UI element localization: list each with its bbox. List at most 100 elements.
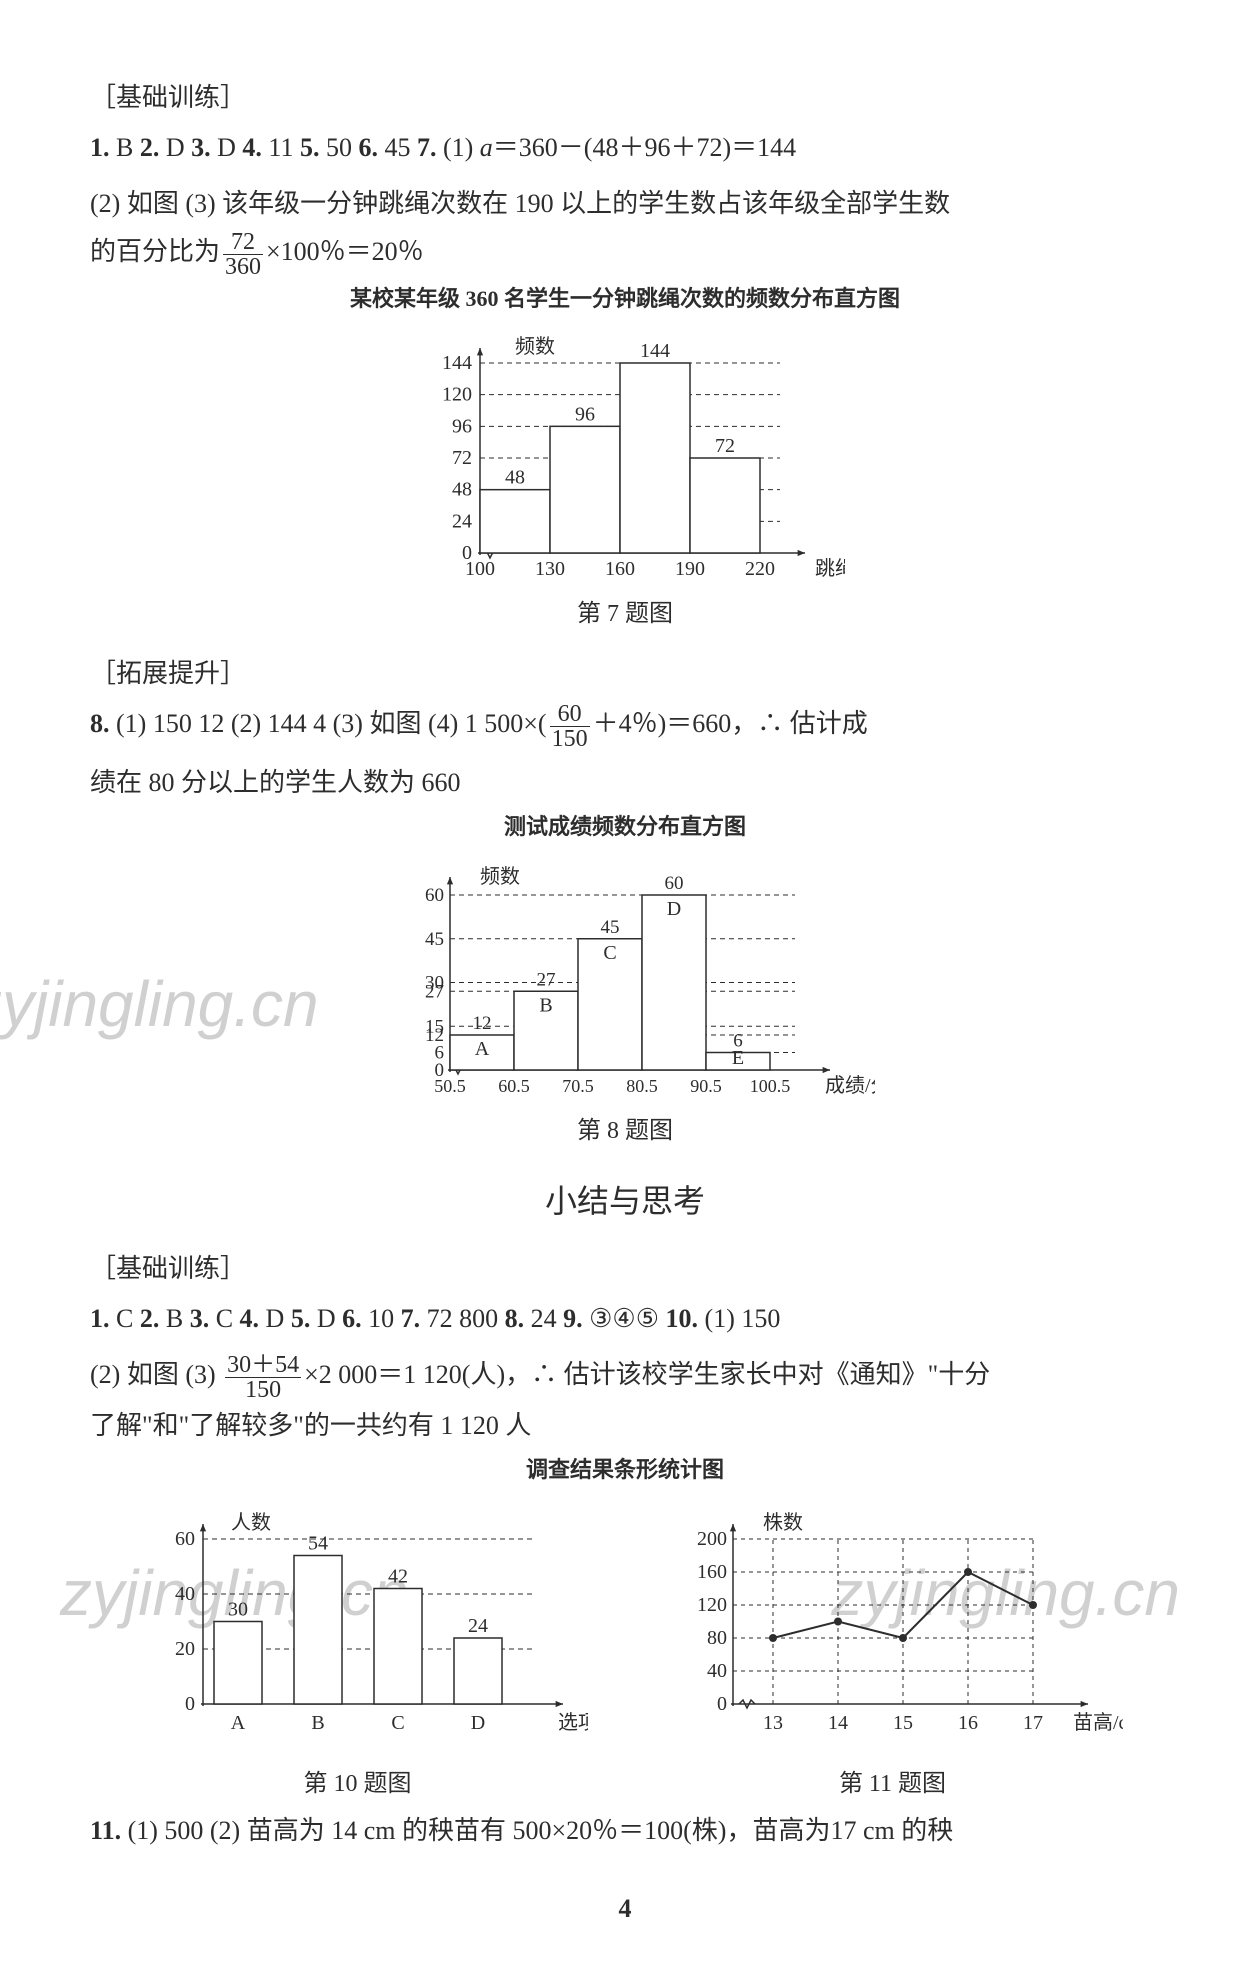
svg-text:成绩/分: 成绩/分 (825, 1074, 875, 1097)
q-num: 1. (90, 1304, 110, 1333)
chart8-svg: 频数成绩/分0612152730456012A27B45C60D6E50.560… (375, 855, 875, 1105)
sec3-line2: (2) 如图 (3) 30＋54150×2 000＝1 120(人)，∴ 估计该… (90, 1351, 1160, 1402)
svg-text:220: 220 (745, 558, 775, 580)
post: ×100％＝20％ (266, 237, 424, 266)
q-num: 4. (242, 133, 262, 162)
svg-text:E: E (732, 1047, 744, 1069)
center-heading: 小结与思考 (90, 1172, 1160, 1231)
q-num: 4. (240, 1304, 260, 1333)
svg-text:160: 160 (697, 1561, 727, 1583)
svg-text:跳绳次数: 跳绳次数 (815, 557, 845, 580)
sec3-line1: 1. C 2. B 3. C 4. D 5. D 6. 10 7. 72 800… (90, 1295, 1160, 1343)
chart7-title: 某校某年级 360 名学生一分钟跳绳次数的频数分布直方图 (90, 279, 1160, 320)
q-num: 8. (505, 1304, 525, 1333)
svg-text:100: 100 (465, 558, 495, 580)
svg-text:13: 13 (763, 1712, 783, 1734)
fraction: 60150 (550, 702, 590, 751)
q-num: 8. (90, 709, 110, 738)
svg-text:96: 96 (575, 403, 595, 425)
chart7-wrap: 频数跳绳次数0244872961201444896144721001301601… (90, 328, 1160, 588)
svg-text:选项: 选项 (558, 1711, 588, 1734)
svg-text:80.5: 80.5 (626, 1076, 658, 1096)
ans: (1) 500 (2) 苗高为 14 cm 的秧苗有 500×20％＝100(株… (121, 1816, 953, 1845)
svg-text:频数: 频数 (515, 335, 555, 358)
svg-text:160: 160 (605, 558, 635, 580)
ans: D (259, 1304, 291, 1333)
ans: 50 (319, 133, 358, 162)
svg-text:频数: 频数 (480, 865, 520, 888)
svg-text:190: 190 (675, 558, 705, 580)
svg-text:15: 15 (893, 1712, 913, 1734)
svg-text:40: 40 (707, 1660, 727, 1682)
svg-text:48: 48 (505, 466, 525, 488)
ans: C (110, 1304, 140, 1333)
svg-text:60: 60 (425, 885, 444, 906)
svg-text:17: 17 (1023, 1712, 1043, 1734)
chart10-title: 调查结果条形统计图 (90, 1450, 1160, 1491)
ans: 10 (362, 1304, 401, 1333)
chart11-caption: 第 11 题图 (663, 1762, 1123, 1806)
sec3-line3: 了解"和"了解较多"的一共约有 1 120 人 (90, 1402, 1160, 1450)
sec2-line1: 8. (1) 150 12 (2) 144 4 (3) 如图 (4) 1 500… (90, 700, 1160, 751)
svg-text:70.5: 70.5 (562, 1076, 594, 1096)
svg-text:45: 45 (425, 929, 444, 950)
ans: ③④⑤ (583, 1304, 666, 1333)
svg-text:20: 20 (175, 1638, 195, 1660)
numer: 72 (223, 230, 263, 255)
svg-text:54: 54 (308, 1533, 328, 1555)
svg-text:C: C (391, 1712, 404, 1734)
svg-text:0: 0 (717, 1693, 727, 1715)
svg-text:60: 60 (665, 873, 684, 894)
sec2-line2: 绩在 80 分以上的学生人数为 660 (90, 759, 1160, 807)
q-num: 5. (300, 133, 320, 162)
svg-text:45: 45 (601, 917, 620, 938)
section-head-2: ［拓展提升］ (90, 650, 1160, 698)
svg-text:14: 14 (828, 1712, 848, 1734)
ans: 11 (262, 133, 300, 162)
svg-text:120: 120 (697, 1594, 727, 1616)
ans: 72 800 (420, 1304, 505, 1333)
svg-text:30: 30 (425, 973, 444, 994)
chart7-caption: 第 7 题图 (90, 592, 1160, 636)
ans: D (310, 1304, 342, 1333)
q-num: 7. (417, 133, 437, 162)
svg-text:24: 24 (452, 510, 472, 532)
sec1-line2: (2) 如图 (3) 该年级一分钟跳绳次数在 190 以上的学生数占该年级全部学… (90, 180, 1160, 228)
q-num: 2. (140, 1304, 160, 1333)
svg-text:12: 12 (473, 1013, 492, 1034)
svg-text:130: 130 (535, 558, 565, 580)
chart10-block: 人数选项020406030A54B42C24D 第 10 题图 (128, 1494, 588, 1806)
q-num: 5. (291, 1304, 311, 1333)
var-a: a (480, 133, 493, 162)
svg-text:15: 15 (425, 1017, 444, 1038)
q-num: 6. (342, 1304, 362, 1333)
chart8-title: 测试成绩频数分布直方图 (90, 807, 1160, 848)
sec3-line4: 11. (1) 500 (2) 苗高为 14 cm 的秧苗有 500×20％＝1… (90, 1807, 1160, 1855)
svg-text:200: 200 (697, 1528, 727, 1550)
svg-text:72: 72 (452, 447, 472, 469)
eq: ＝360－(48＋96＋72)＝144 (493, 133, 796, 162)
section-head-3: ［基础训练］ (90, 1245, 1160, 1293)
section-head-1: ［基础训练］ (90, 74, 1160, 122)
ans: B (110, 133, 140, 162)
pre: (1) 150 12 (2) 144 4 (3) 如图 (4) 1 500×( (110, 709, 547, 738)
q-num: 6. (358, 133, 378, 162)
svg-text:42: 42 (388, 1566, 408, 1588)
q-num: 1. (90, 133, 110, 162)
chart8-wrap: zyjingling.cn 频数成绩/分0612152730456012A27B… (90, 855, 1160, 1105)
svg-text:C: C (603, 942, 616, 964)
svg-text:B: B (311, 1712, 324, 1734)
svg-text:80: 80 (707, 1627, 727, 1649)
svg-text:120: 120 (442, 383, 472, 405)
q-num: 10. (666, 1304, 699, 1333)
svg-text:D: D (470, 1712, 484, 1734)
ans: C (209, 1304, 239, 1333)
svg-text:27: 27 (537, 970, 556, 991)
ans: 45 (378, 133, 417, 162)
svg-text:90.5: 90.5 (690, 1076, 722, 1096)
q-num: 7. (401, 1304, 421, 1333)
chart11-block: 株数苗高/cm040801201602001314151617 第 11 题图 (663, 1494, 1123, 1806)
post: ＋4％)＝660，∴ 估计成 (593, 709, 868, 738)
svg-text:0: 0 (185, 1693, 195, 1715)
svg-text:A: A (230, 1712, 245, 1734)
